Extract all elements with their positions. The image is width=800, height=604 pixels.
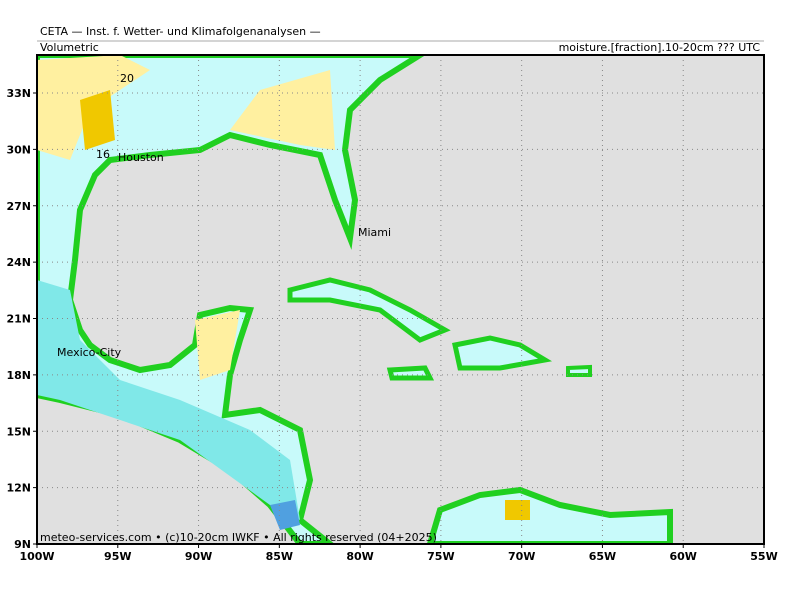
lon-label: 70W bbox=[508, 550, 535, 563]
lon-label: 85W bbox=[266, 550, 293, 563]
moist-patch bbox=[195, 310, 240, 380]
contour-label: 20 bbox=[120, 72, 134, 85]
lon-label: 65W bbox=[589, 550, 616, 563]
footer: meteo-services.com • (c)10-20cm IWKF • A… bbox=[40, 531, 437, 544]
header-left: Volumetric bbox=[40, 41, 99, 54]
lon-label: 90W bbox=[185, 550, 212, 563]
lat-label: 27N bbox=[6, 200, 31, 213]
puerto-rico bbox=[566, 364, 592, 377]
lon-label: 60W bbox=[669, 550, 696, 563]
lat-label: 12N bbox=[6, 482, 31, 495]
lat-label: 24N bbox=[6, 256, 31, 269]
lon-label: 55W bbox=[750, 550, 777, 563]
lat-label: 18N bbox=[6, 369, 31, 382]
lon-label: 80W bbox=[346, 550, 373, 563]
hispaniola bbox=[452, 335, 553, 371]
map: 20 16 Houston Miami Mexico-City meteo-se… bbox=[37, 55, 764, 544]
city-label: Mexico-City bbox=[57, 346, 122, 359]
lat-label: 15N bbox=[6, 425, 31, 438]
lat-label: 9N bbox=[14, 538, 31, 551]
header-title: CETA — Inst. f. Wetter- und Klimafolgena… bbox=[40, 25, 321, 38]
graticule bbox=[37, 55, 764, 544]
south-america bbox=[426, 486, 673, 544]
cuba bbox=[287, 277, 451, 343]
map-frame bbox=[36, 54, 765, 545]
moist-patch bbox=[80, 90, 115, 150]
lat-label: 30N bbox=[6, 143, 31, 156]
lat-label: 33N bbox=[6, 87, 31, 100]
wet-patch bbox=[270, 500, 300, 530]
contour-label: 16 bbox=[96, 148, 110, 161]
moist-patch bbox=[505, 500, 530, 520]
city-label: Houston bbox=[118, 151, 164, 164]
jamaica bbox=[386, 365, 435, 381]
lat-label: 21N bbox=[6, 313, 31, 326]
moist-patch bbox=[230, 70, 335, 150]
lon-label: 100W bbox=[19, 550, 54, 563]
lon-label: 75W bbox=[427, 550, 454, 563]
header-right: moisture.[fraction].10-20cm ??? UTC bbox=[559, 41, 761, 54]
city-label: Miami bbox=[358, 226, 391, 239]
wet-patch bbox=[37, 280, 300, 520]
lon-label: 95W bbox=[104, 550, 131, 563]
